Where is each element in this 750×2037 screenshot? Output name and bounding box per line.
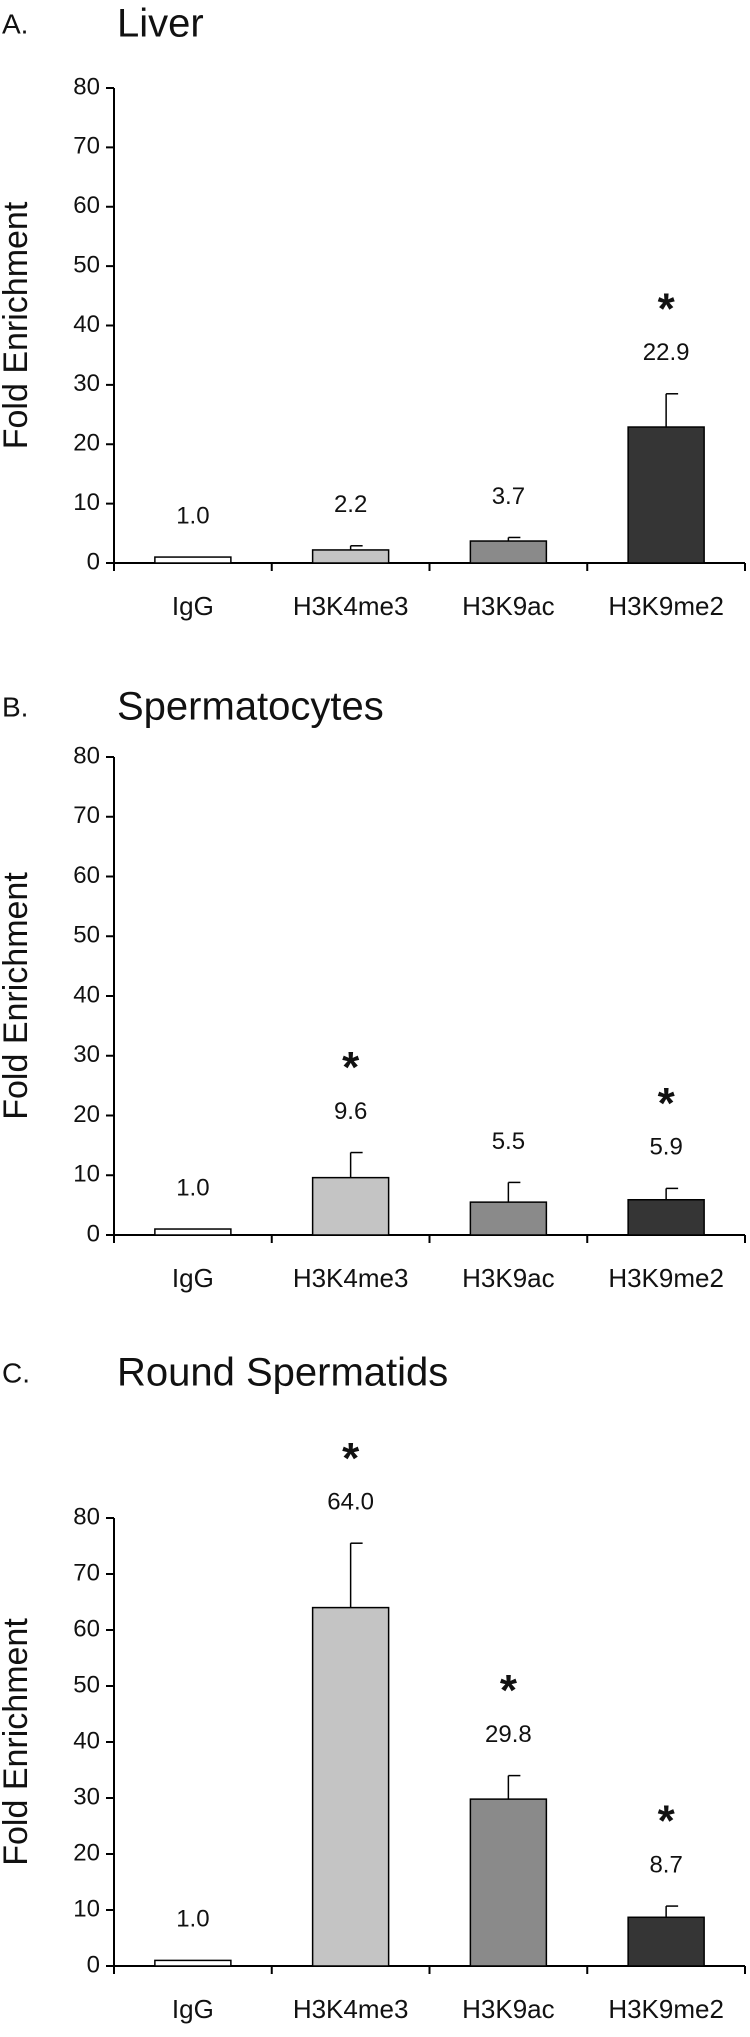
x-tick-label: H3K9ac bbox=[462, 1994, 555, 2024]
bar bbox=[469, 1798, 548, 1967]
value-label: 1.0 bbox=[176, 1906, 209, 1933]
y-tick-label: 30 bbox=[73, 1783, 100, 1810]
y-tick-label: 30 bbox=[73, 370, 100, 397]
y-axis-label: Fold Enrichment bbox=[0, 1618, 35, 1866]
y-tick-label: 10 bbox=[73, 489, 100, 516]
value-label: 9.6 bbox=[334, 1098, 367, 1125]
bar bbox=[154, 1228, 232, 1236]
value-label: 22.9 bbox=[643, 339, 690, 366]
value-label: 29.8 bbox=[485, 1721, 532, 1748]
y-tick-label: 40 bbox=[73, 311, 100, 338]
chart-title: Round Spermatids bbox=[117, 1351, 448, 1395]
y-tick-label: 70 bbox=[73, 1559, 100, 1586]
y-tick-label: 30 bbox=[73, 1041, 100, 1068]
y-tick-label: 60 bbox=[73, 192, 100, 219]
value-label: 5.9 bbox=[649, 1134, 682, 1161]
panel-letter: A. bbox=[2, 8, 28, 39]
significance-marker: * bbox=[500, 1666, 518, 1715]
y-axis-label: Fold Enrichment bbox=[0, 872, 35, 1120]
y-tick-label: 0 bbox=[87, 548, 100, 575]
significance-marker: * bbox=[658, 1079, 676, 1128]
x-tick-label: H3K9ac bbox=[462, 591, 555, 621]
value-label: 3.7 bbox=[492, 483, 525, 510]
bar bbox=[627, 1198, 705, 1236]
y-tick-label: 60 bbox=[73, 862, 100, 889]
y-tick-label: 70 bbox=[73, 133, 100, 160]
x-tick-label: H3K4me3 bbox=[293, 1994, 409, 2024]
bar bbox=[469, 540, 548, 564]
x-tick-label: H3K9ac bbox=[462, 1263, 555, 1293]
value-label: 1.0 bbox=[176, 1174, 209, 1201]
value-label: 5.5 bbox=[492, 1128, 525, 1155]
y-tick-label: 80 bbox=[73, 742, 100, 769]
y-tick-label: 0 bbox=[87, 1220, 100, 1247]
y-tick-label: 50 bbox=[73, 922, 100, 949]
x-tick-label: H3K9me2 bbox=[608, 1263, 724, 1293]
significance-marker: * bbox=[658, 1797, 676, 1846]
y-tick-label: 80 bbox=[73, 1503, 100, 1530]
bar bbox=[154, 556, 232, 564]
value-label: 64.0 bbox=[327, 1489, 374, 1516]
bar bbox=[627, 426, 705, 564]
y-tick-label: 0 bbox=[87, 1951, 100, 1978]
y-tick-label: 50 bbox=[73, 1671, 100, 1698]
panel-letter: C. bbox=[2, 1357, 30, 1388]
y-tick-label: 60 bbox=[73, 1615, 100, 1642]
x-tick-label: H3K9me2 bbox=[608, 1994, 724, 2024]
y-tick-label: 40 bbox=[73, 981, 100, 1008]
significance-marker: * bbox=[342, 1434, 360, 1483]
x-tick-label: H3K9me2 bbox=[608, 591, 724, 621]
y-tick-label: 80 bbox=[73, 73, 100, 100]
x-tick-label: H3K4me3 bbox=[293, 1263, 409, 1293]
bar bbox=[311, 1606, 390, 1967]
x-tick-label: IgG bbox=[172, 1994, 214, 2024]
value-label: 1.0 bbox=[176, 502, 209, 529]
bar bbox=[154, 1959, 232, 1967]
panel-letter: B. bbox=[2, 691, 28, 722]
bar bbox=[311, 549, 390, 564]
y-tick-label: 20 bbox=[73, 1101, 100, 1128]
x-tick-label: IgG bbox=[172, 1263, 214, 1293]
chart-title: Spermatocytes bbox=[117, 685, 384, 729]
y-tick-label: 50 bbox=[73, 251, 100, 278]
y-axis-label: Fold Enrichment bbox=[0, 201, 35, 449]
value-label: 2.2 bbox=[334, 491, 367, 518]
y-tick-label: 20 bbox=[73, 430, 100, 457]
y-tick-label: 10 bbox=[73, 1161, 100, 1188]
bar bbox=[627, 1916, 705, 1967]
bar bbox=[311, 1176, 390, 1236]
x-tick-label: IgG bbox=[172, 591, 214, 621]
bar bbox=[469, 1201, 548, 1236]
significance-marker: * bbox=[342, 1043, 360, 1092]
y-tick-label: 20 bbox=[73, 1839, 100, 1866]
x-tick-label: H3K4me3 bbox=[293, 591, 409, 621]
y-tick-label: 40 bbox=[73, 1727, 100, 1754]
y-tick-label: 70 bbox=[73, 802, 100, 829]
value-label: 8.7 bbox=[649, 1851, 682, 1878]
chart-title: Liver bbox=[117, 2, 204, 46]
y-tick-label: 10 bbox=[73, 1895, 100, 1922]
significance-marker: * bbox=[658, 284, 676, 333]
